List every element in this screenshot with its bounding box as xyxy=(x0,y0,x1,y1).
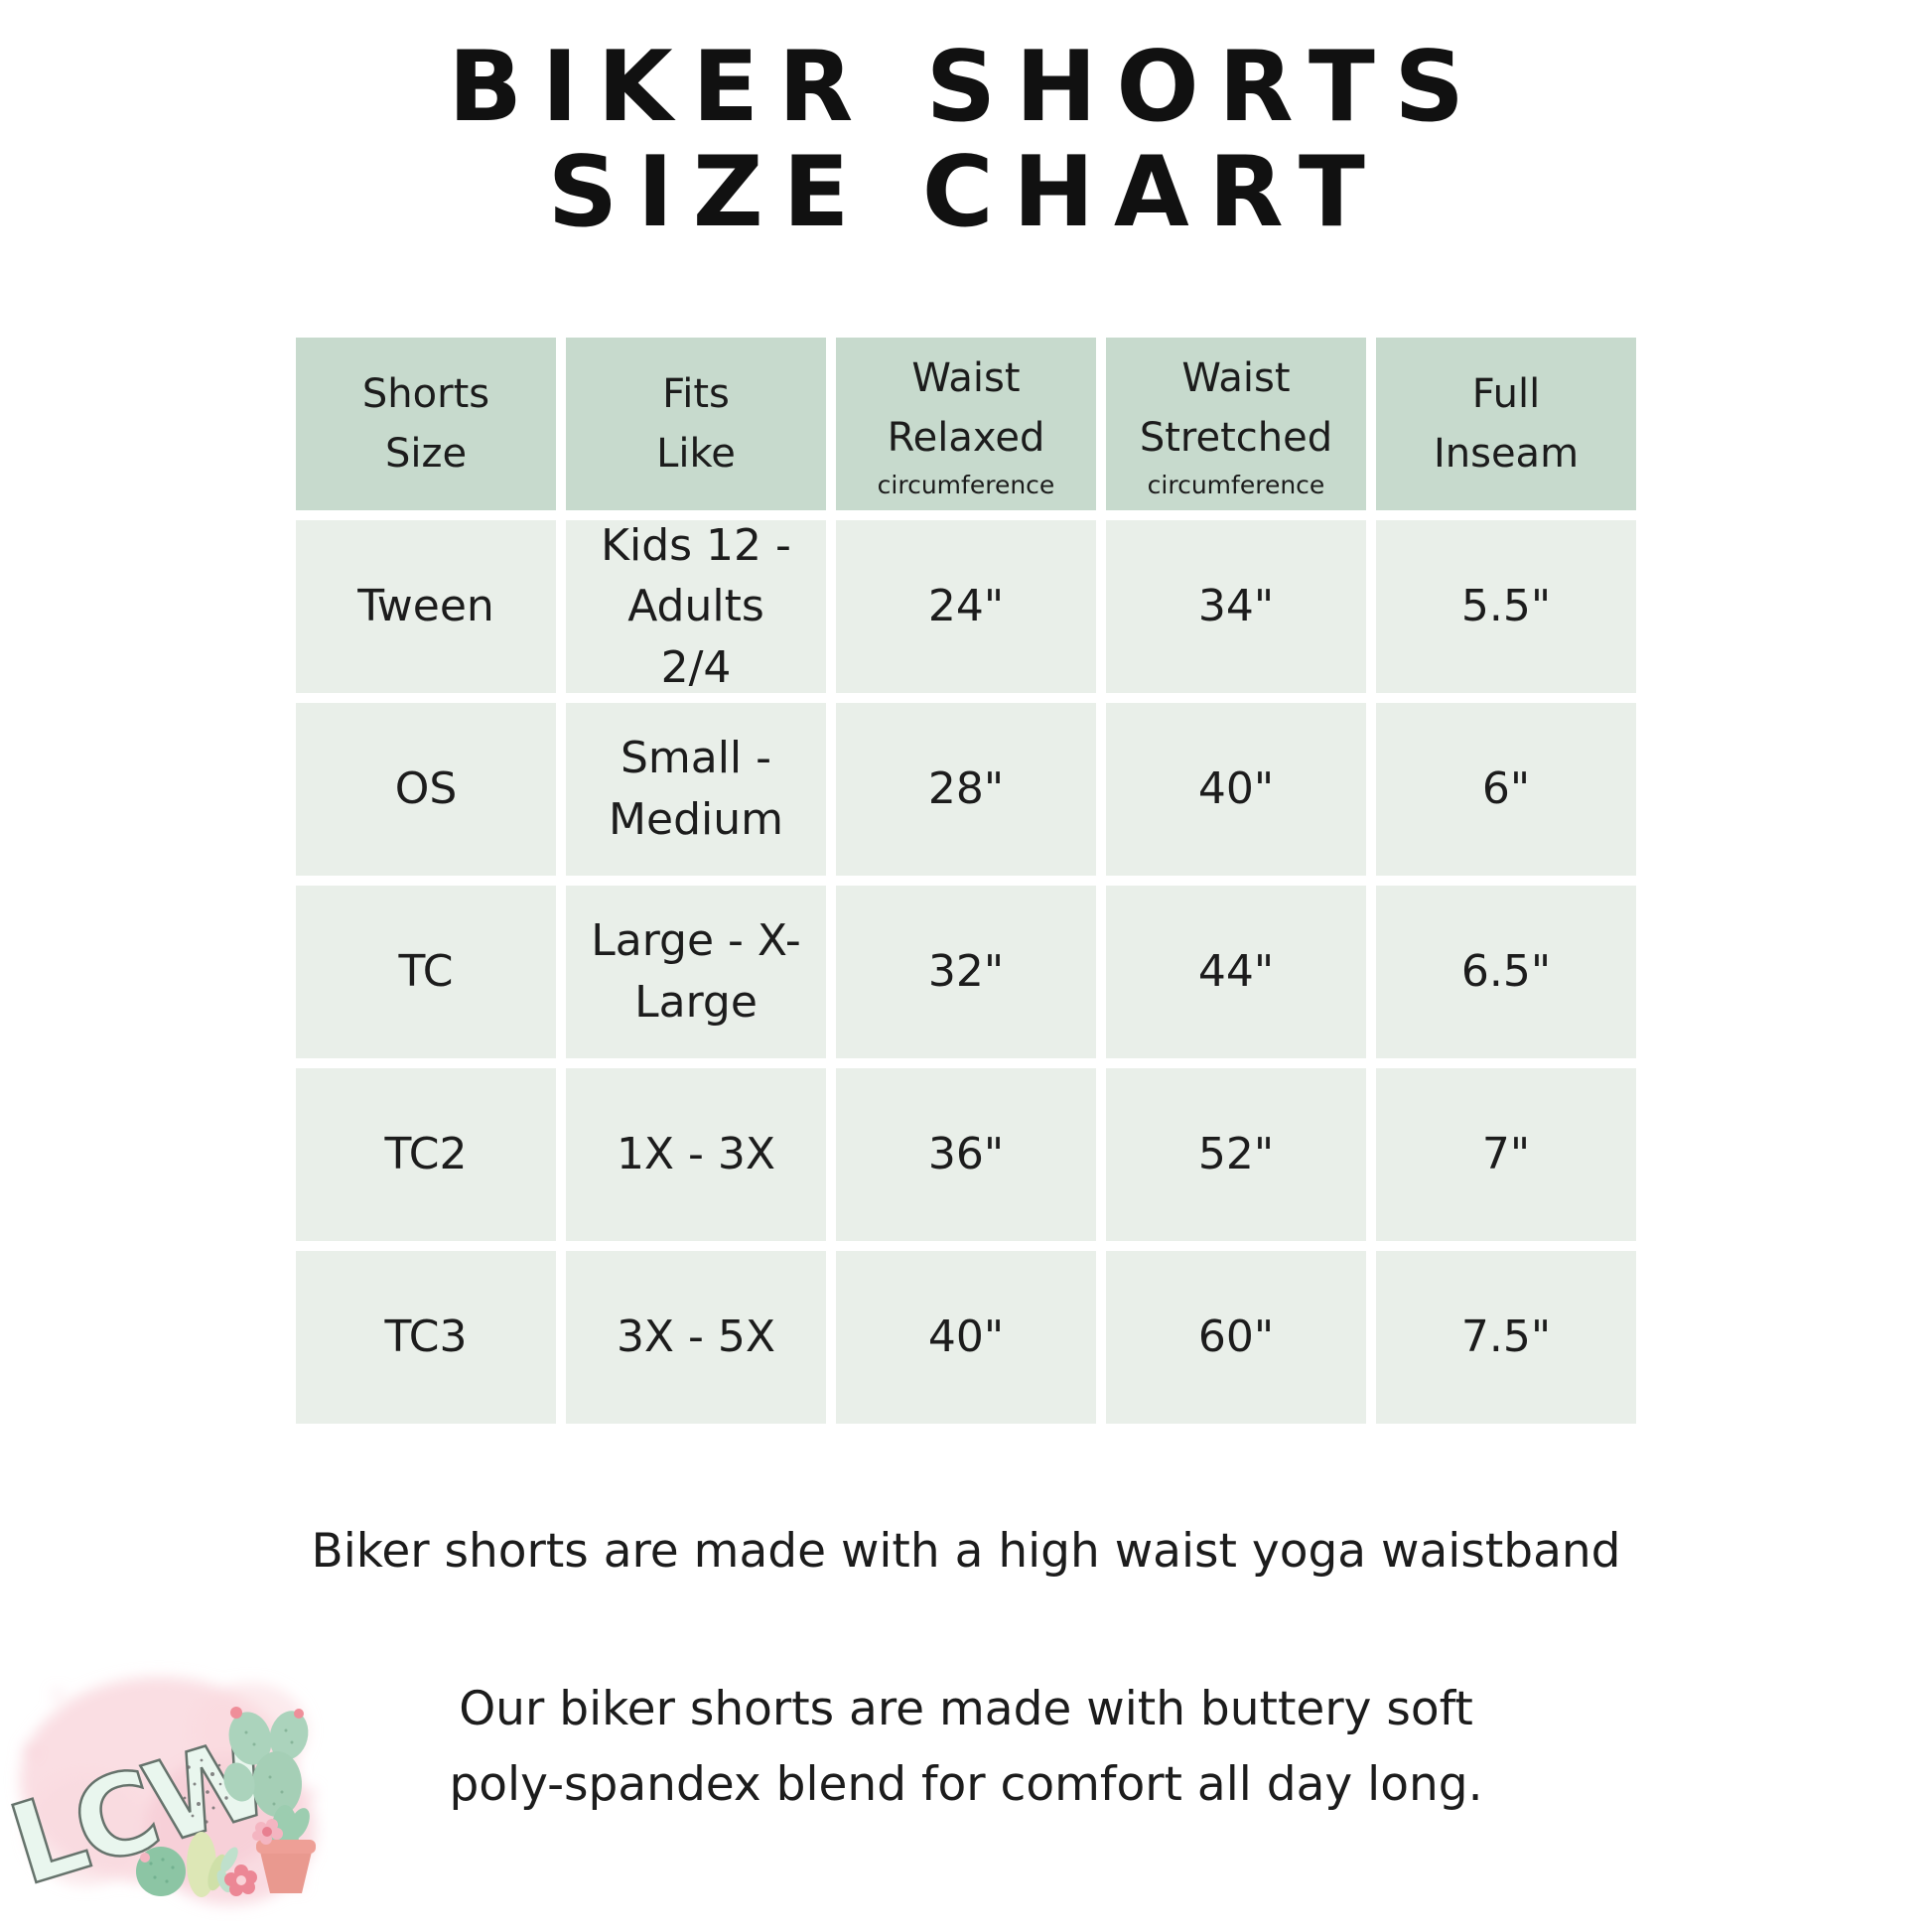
cell-waist-stretched: 34" xyxy=(1106,520,1366,693)
lcw-watercolor-logo: LCW xyxy=(0,1633,328,1931)
cell-shorts-size: OS xyxy=(296,703,556,876)
header-label-line: Waist xyxy=(911,354,1021,401)
cell-waist-stretched: 40" xyxy=(1106,703,1366,876)
cell-fits-like: Large - X-Large xyxy=(566,886,826,1058)
column-header-waist-relaxed: Waist Relaxed circumference xyxy=(836,338,1096,510)
cell-waist-stretched: 44" xyxy=(1106,886,1366,1058)
pink-flower-icon xyxy=(140,1853,150,1863)
size-table: Shorts Size Fits Like Waist Relaxed circ… xyxy=(296,338,1636,1424)
header-sub-label: circumference xyxy=(877,470,1055,499)
cell-shorts-size: TC xyxy=(296,886,556,1058)
column-header-waist-stretched: Waist Stretched circumference xyxy=(1106,338,1366,510)
header-label-line: Size xyxy=(384,431,468,477)
cell-full-inseam: 5.5" xyxy=(1376,520,1636,693)
barrel-cactus-icon xyxy=(136,1847,186,1896)
speckle-texture-icon xyxy=(183,1758,230,1824)
note-waistband: Biker shorts are made with a high waist … xyxy=(311,1524,1621,1579)
cell-shorts-size: TC3 xyxy=(296,1251,556,1424)
cell-fits-like: Kids 12 - Adults 2/4 xyxy=(566,520,826,693)
cell-waist-stretched: 52" xyxy=(1106,1068,1366,1241)
column-header-full-inseam: Full Inseam xyxy=(1376,338,1636,510)
cell-full-inseam: 6.5" xyxy=(1376,886,1636,1058)
cell-waist-relaxed: 32" xyxy=(836,886,1096,1058)
cell-shorts-size: TC2 xyxy=(296,1068,556,1241)
header-label-line: Relaxed xyxy=(887,414,1045,461)
cell-waist-relaxed: 24" xyxy=(836,520,1096,693)
cell-waist-relaxed: 40" xyxy=(836,1251,1096,1424)
cell-fits-like: 1X - 3X xyxy=(566,1068,826,1241)
pot-flower-icon xyxy=(252,1819,283,1845)
cell-shorts-size: Tween xyxy=(296,520,556,693)
header-label-line: Shorts xyxy=(361,371,490,417)
note-fabric-line-1: Our biker shorts are made with buttery s… xyxy=(459,1682,1473,1736)
header-label-line: Fits xyxy=(662,371,730,417)
cell-full-inseam: 7" xyxy=(1376,1068,1636,1241)
cell-full-inseam: 7.5" xyxy=(1376,1251,1636,1424)
header-sub-label: circumference xyxy=(1147,470,1325,499)
header-label-line: Full xyxy=(1471,371,1541,417)
note-fabric: Our biker shorts are made with buttery s… xyxy=(0,1672,1932,1823)
page-title: BIKER SHORTS SIZE CHART xyxy=(0,31,1932,249)
cell-fits-like: Small - Medium xyxy=(566,703,826,876)
coral-flower-icon xyxy=(224,1864,257,1896)
cell-full-inseam: 6" xyxy=(1376,703,1636,876)
column-header-shorts-size: Shorts Size xyxy=(296,338,556,510)
header-label-line: Like xyxy=(656,431,736,477)
potted-cactus-icon xyxy=(252,1805,316,1893)
title-line-2: SIZE CHART xyxy=(547,135,1385,249)
lcw-logo-graphic: LCW xyxy=(0,1677,316,1912)
title-line-1: BIKER SHORTS xyxy=(448,31,1484,144)
column-header-fits-like: Fits Like xyxy=(566,338,826,510)
prickly-pear-cactus-icon xyxy=(223,1707,309,1817)
cell-fits-like: 3X - 5X xyxy=(566,1251,826,1424)
cell-waist-relaxed: 36" xyxy=(836,1068,1096,1241)
header-label-line: Waist xyxy=(1181,354,1291,401)
header-label-line: Stretched xyxy=(1139,414,1333,461)
note-fabric-line-2: poly-spandex blend for comfort all day l… xyxy=(449,1757,1483,1813)
header-label-line: Inseam xyxy=(1433,431,1580,477)
cell-waist-stretched: 60" xyxy=(1106,1251,1366,1424)
cell-waist-relaxed: 28" xyxy=(836,703,1096,876)
